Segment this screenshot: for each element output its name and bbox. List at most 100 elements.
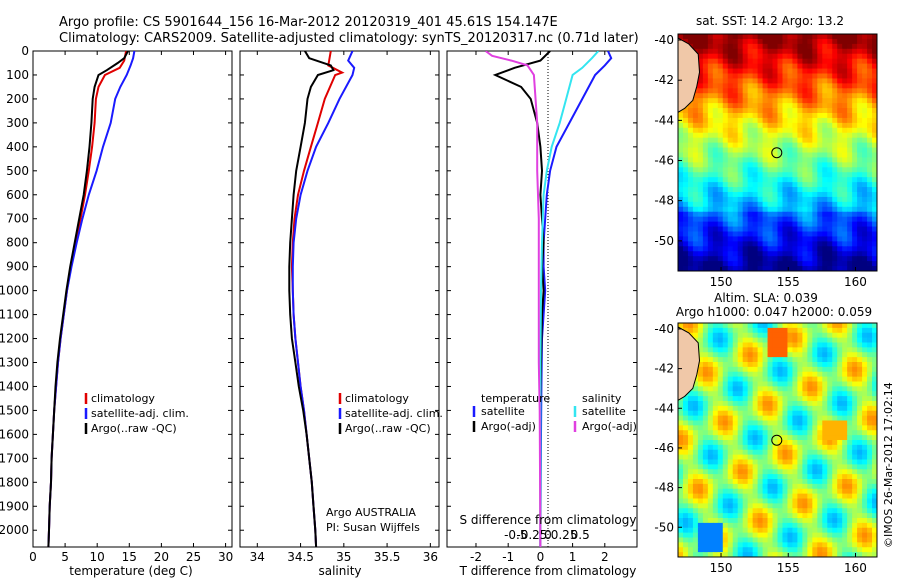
map-cell: [707, 132, 714, 139]
map-cell: [762, 396, 769, 402]
map-cell: [752, 108, 759, 114]
map-cell: [687, 172, 694, 178]
map-cell: [682, 405, 689, 412]
map-cell: [732, 221, 739, 228]
map-cell: [827, 246, 833, 252]
map-cell: [762, 167, 769, 173]
map-cell: [722, 342, 729, 348]
map-cell: [752, 241, 759, 247]
map-cell: [747, 68, 754, 75]
map-cell: [702, 73, 709, 80]
map-cell: [737, 34, 744, 40]
map-cell: [857, 537, 863, 543]
map-cell: [822, 192, 828, 198]
map-cell: [712, 127, 719, 134]
map-cell: [712, 479, 719, 485]
map-cell: [777, 371, 784, 378]
map-cell: [692, 226, 699, 233]
map-cell: [767, 236, 774, 242]
map-cell: [732, 323, 739, 329]
map-cell: [727, 88, 734, 94]
map-cell: [812, 103, 818, 109]
map-cell: [847, 381, 853, 387]
map-cell: [832, 513, 838, 519]
map-cell: [702, 401, 709, 407]
map-cell: [747, 483, 754, 490]
map-cell: [837, 479, 843, 485]
map-cell: [792, 537, 798, 543]
map-cell: [737, 469, 744, 475]
map-cell: [802, 63, 808, 70]
map-cell: [727, 376, 734, 383]
map-cell: [697, 211, 704, 218]
map-cell: [807, 192, 813, 198]
map-cell: [747, 73, 754, 80]
map-cell: [732, 117, 739, 124]
map-cell: [682, 323, 689, 329]
map-cell: [712, 98, 719, 104]
map-cell: [772, 172, 779, 178]
map-cell: [807, 58, 813, 65]
map-cell: [777, 132, 784, 139]
map-cell: [742, 127, 749, 134]
map-cell: [802, 226, 808, 233]
map-cell: [717, 323, 724, 329]
map-cell: [822, 216, 828, 223]
map-cell: [782, 469, 789, 475]
map-cell: [867, 401, 873, 407]
map-cell: [732, 425, 739, 431]
map-cell: [812, 503, 818, 509]
map-cell: [817, 43, 823, 50]
map-cell: [702, 182, 709, 188]
legend-label-argo: Argo(..raw -QC): [345, 422, 431, 435]
map-cell: [782, 132, 789, 139]
map-cell: [847, 211, 853, 218]
map-cell: [807, 479, 813, 485]
map-cell: [797, 68, 803, 75]
map-cell: [697, 396, 704, 402]
map-cell: [827, 34, 833, 40]
map-cell: [797, 103, 803, 109]
map-cell: [682, 415, 689, 422]
map-cell: [682, 122, 689, 129]
map-cell: [872, 122, 877, 129]
map-cell: [762, 391, 769, 397]
map-cell: [737, 327, 744, 334]
map-cell: [762, 216, 769, 223]
map-cell: [777, 542, 784, 548]
map-cell: [727, 430, 734, 436]
map-cell: [837, 371, 843, 378]
map-cell: [727, 381, 734, 387]
map-cell: [747, 211, 754, 218]
map-cell: [772, 396, 779, 402]
map-cell: [782, 53, 789, 60]
map-cell: [797, 137, 803, 144]
map-cell: [682, 132, 689, 139]
map-cell: [737, 342, 744, 348]
map-cell: [787, 201, 794, 208]
map-cell: [842, 469, 848, 475]
map-cell: [802, 459, 808, 465]
map-cell: [847, 508, 853, 514]
map-cell: [837, 142, 843, 149]
map-cell: [797, 38, 803, 45]
map-cell: [767, 537, 774, 543]
map-cell: [717, 88, 724, 94]
map-cell: [827, 352, 833, 358]
map-cell: [817, 483, 823, 490]
map-cell: [832, 211, 838, 218]
map-cell: [767, 522, 774, 529]
map-cell: [862, 498, 868, 504]
map-cell: [757, 454, 764, 461]
map-cell: [717, 63, 724, 70]
map-cell: [782, 241, 789, 247]
map-cell: [782, 246, 789, 252]
map-cell: [872, 522, 877, 529]
map-cell: [797, 226, 803, 233]
map-cell: [827, 527, 833, 534]
map-cell: [867, 503, 873, 509]
map-cell: [737, 542, 744, 548]
map-cell: [692, 401, 699, 407]
argo-australia-label: Argo AUSTRALIA: [326, 506, 416, 519]
map-cell: [737, 93, 744, 99]
